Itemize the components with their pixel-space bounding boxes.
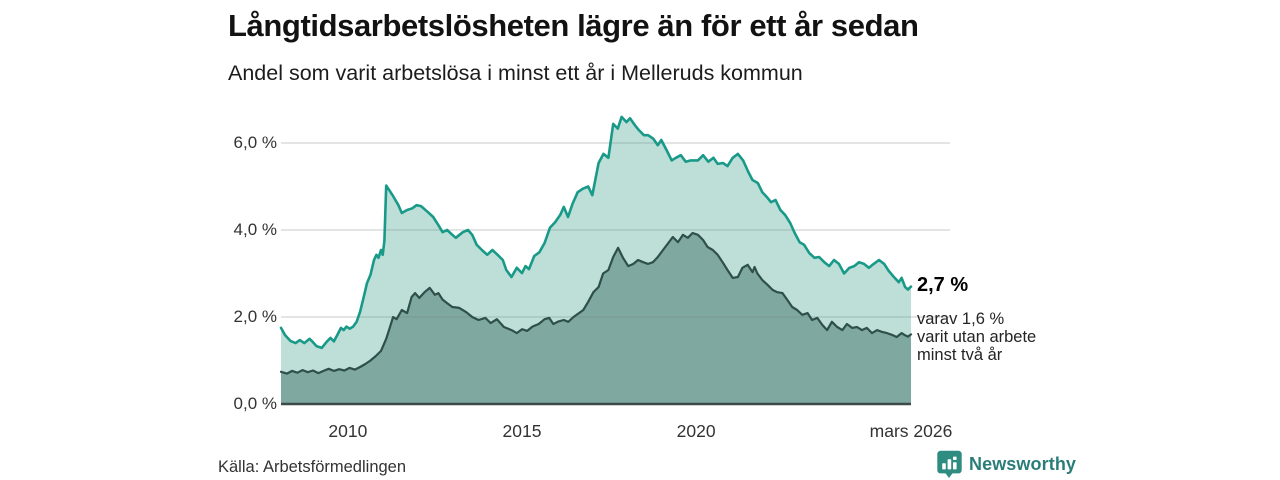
newsworthy-logo: Newsworthy: [936, 450, 1076, 479]
x-axis-label: 2015: [502, 421, 542, 441]
end-sublabel-line-3: minst två år: [917, 346, 1003, 364]
series-line-0: [279, 115, 913, 350]
end-value-label: 2,7 %: [917, 274, 969, 296]
newsworthy-logo-icon: [937, 450, 962, 478]
y-axis-label: 6,0 %: [233, 133, 277, 152]
newsworthy-logo-text: Newsworthy: [969, 454, 1077, 474]
page-subtitle: Andel som varit arbetslösa i minst ett å…: [228, 61, 803, 85]
end-sublabel-line-2: varit utan arbete: [917, 328, 1037, 346]
end-sublabel-line-1: varav 1,6 %: [917, 310, 1005, 328]
page-title: Långtidsarbetslösheten lägre än för ett …: [228, 8, 919, 43]
y-axis-label: 4,0 %: [233, 220, 277, 239]
area-fill-1: [281, 233, 911, 404]
end-value-sublabel: varav 1,6 % varit utan arbete minst två …: [917, 310, 1036, 364]
x-axis-label: 2010: [328, 421, 368, 441]
x-axis-label: mars 2026: [869, 421, 953, 441]
source-label: Källa: Arbetsförmedlingen: [218, 458, 407, 476]
y-axis-label: 0,0 %: [233, 394, 277, 413]
series-line-1: [279, 231, 913, 375]
x-axis-label: 2020: [676, 421, 716, 441]
y-axis-label: 2,0 %: [233, 307, 277, 326]
